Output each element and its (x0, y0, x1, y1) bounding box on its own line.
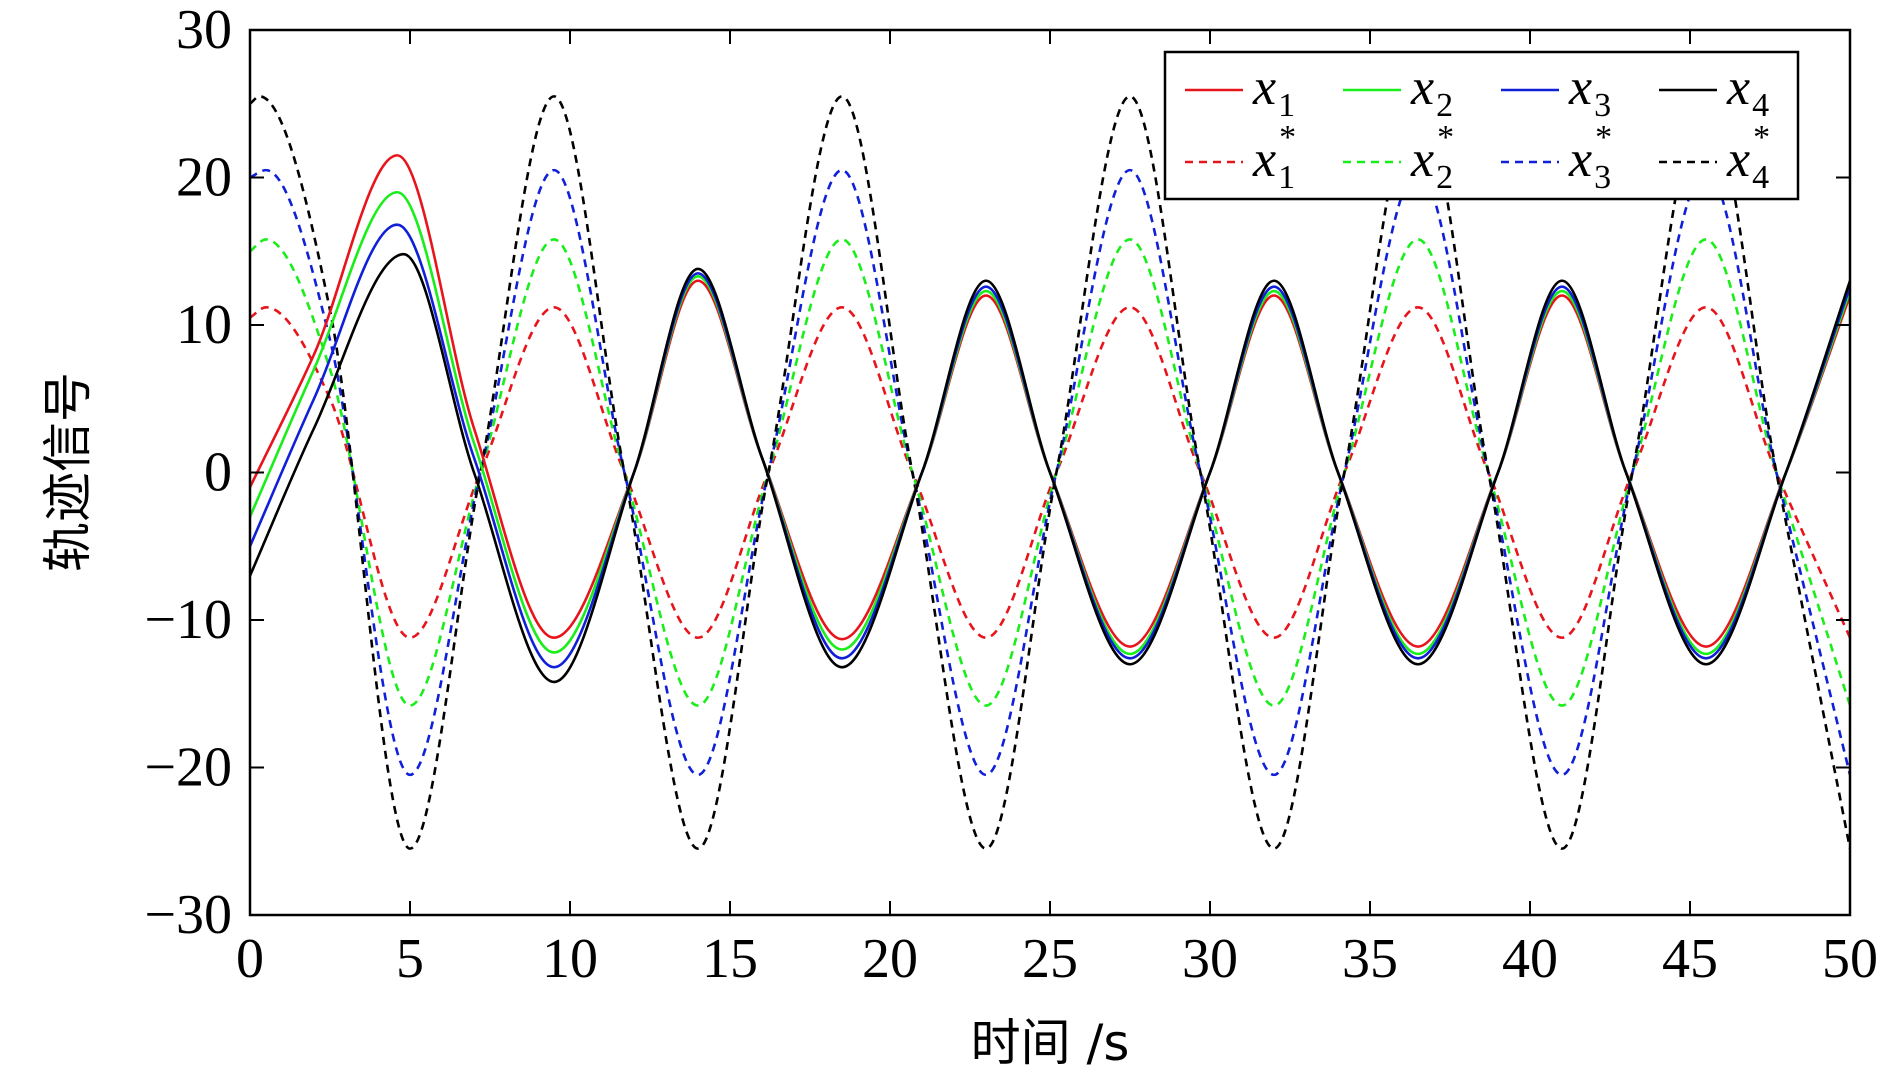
series-line-x4-star (250, 95, 1850, 850)
legend-label-x4: x4 (1726, 59, 1769, 124)
y-tick-label: 20 (176, 147, 232, 209)
series-line-x1-star (250, 305, 1850, 640)
x-tick-label: 0 (236, 928, 264, 990)
x-tick-label: 20 (862, 928, 918, 990)
y-tick-label: −20 (144, 737, 232, 799)
x-tick-label: 30 (1182, 928, 1238, 990)
legend-label-x4-star: x4* (1726, 119, 1770, 196)
series-line-x2-star (250, 238, 1850, 707)
legend-label-x1-star: x1* (1252, 119, 1296, 196)
x-tick-label: 50 (1822, 928, 1878, 990)
x-tick-label: 40 (1502, 928, 1558, 990)
x-tick-label: 45 (1662, 928, 1718, 990)
legend: x1 x2 x3 x4 x1* x2* x3* x4* (1163, 50, 1800, 201)
legend-label-x2: x2 (1410, 59, 1453, 124)
x-tick-label: 5 (396, 928, 424, 990)
series-line-x3-star (250, 168, 1850, 777)
legend-label-x1: x1 (1252, 59, 1295, 124)
legend-box (1163, 50, 1800, 201)
y-tick-label: 10 (176, 294, 232, 356)
legend-label-x3: x3 (1568, 59, 1611, 124)
x-axis-label: 时间 /s (971, 1014, 1130, 1072)
x-tick-label: 15 (702, 928, 758, 990)
y-tick-label: 30 (176, 0, 232, 61)
y-tick-label: 0 (204, 442, 232, 504)
series-layer (250, 95, 1850, 850)
ticks-layer: 0 5 10 15 20 25 30 35 40 45 50 −30 −20 −10 0 10 20 30 (144, 0, 1878, 990)
x-tick-label: 35 (1342, 928, 1398, 990)
y-axis-label: 轨迹信号 (39, 372, 97, 572)
legend-label-x2-star: x2* (1410, 119, 1454, 196)
x-tick-label: 10 (542, 928, 598, 990)
legend-label-x3-star: x3* (1568, 119, 1612, 196)
x-tick-label: 25 (1022, 928, 1078, 990)
series-line-x4 (250, 252, 1850, 684)
y-tick-label: −30 (144, 884, 232, 946)
y-tick-label: −10 (144, 589, 232, 651)
